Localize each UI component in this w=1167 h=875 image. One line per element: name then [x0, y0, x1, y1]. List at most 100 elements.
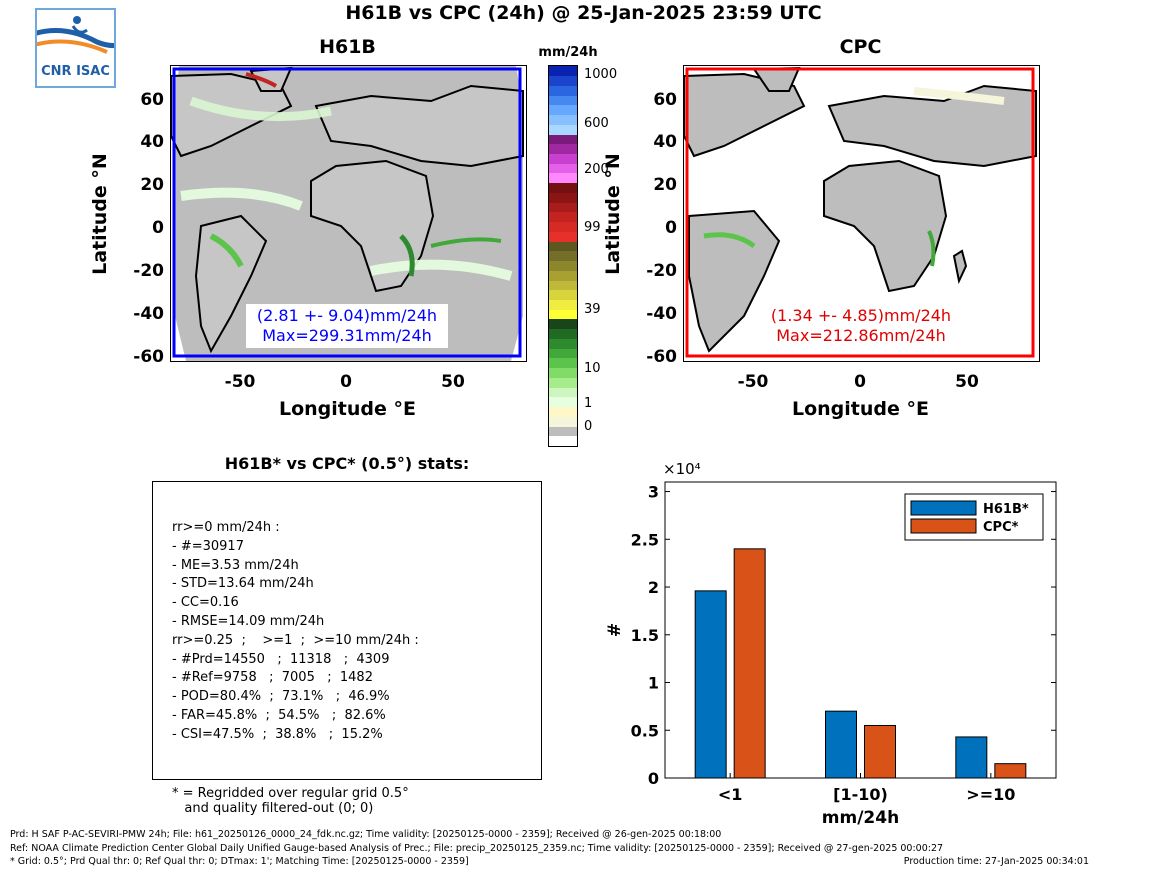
- colorbar-swatch: [549, 202, 577, 213]
- colorbar-swatch: [549, 192, 577, 203]
- bar-h61b: [694, 590, 727, 779]
- colorbar-swatch: [549, 241, 577, 252]
- stats-line: - #=30917: [172, 538, 244, 554]
- colorbar-swatch: [549, 231, 577, 242]
- footer-line3: * Grid: 0.5°; Prd Qual thr: 0; Ref Qual …: [10, 856, 469, 867]
- map-h61b-ytick: 20: [140, 175, 164, 195]
- x-tick-label: <1: [718, 785, 743, 804]
- colorbar-swatch: [549, 270, 577, 281]
- y-exponent-label: ×10⁴: [663, 460, 701, 478]
- colorbar-swatch: [549, 309, 577, 320]
- bar-cpc: [994, 763, 1027, 779]
- map-cpc-ytick: -60: [646, 347, 677, 367]
- colorbar-label: 200: [584, 162, 609, 177]
- colorbar-label: 99: [584, 220, 601, 235]
- logo-icon: [37, 16, 114, 54]
- x-tick-label: [1-10): [833, 785, 888, 804]
- colorbar-swatch: [549, 134, 577, 145]
- legend-swatch: [910, 518, 977, 534]
- x-axis-label: mm/24h: [822, 808, 899, 828]
- footer-production-time: Production time: 27-Jan-2025 00:34:01: [903, 856, 1089, 867]
- map-h61b-xlabel: Longitude °E: [279, 398, 416, 420]
- figure-title: H61B vs CPC (24h) @ 25-Jan-2025 23:59 UT…: [345, 2, 822, 24]
- cnr-isac-logo: CNR ISAC: [35, 8, 116, 88]
- map-cpc-xlabel: Longitude °E: [792, 398, 929, 420]
- colorbar-swatch: [549, 280, 577, 291]
- colorbar-swatch: [549, 329, 577, 339]
- stats-box: rr>=0 mm/24h : - #=30917 - ME=3.53 mm/24h -…: [152, 481, 542, 780]
- colorbar-swatch: [549, 358, 577, 369]
- colorbar-swatch: [549, 95, 577, 106]
- stats-line: rr>=0.25 ; >=1 ; >=10 mm/24h :: [172, 632, 419, 648]
- legend-swatch: [910, 500, 977, 516]
- colorbar-swatch: [549, 144, 577, 154]
- colorbar-label: 10: [584, 361, 601, 376]
- stats-line: - #Ref=9758 ; 7005 ; 1482: [172, 670, 373, 686]
- colorbar-label: 1000: [584, 67, 618, 82]
- colorbar-swatch: [549, 387, 577, 398]
- map-h61b-ytick: -60: [133, 347, 164, 367]
- map-cpc-xtick: 0: [854, 372, 866, 392]
- colorbar-unit: mm/24h: [538, 45, 598, 60]
- map-cpc-ytick: 40: [653, 132, 677, 152]
- map-h61b-ytick: 0: [152, 218, 164, 238]
- map-title-h61b: H61B: [319, 36, 376, 58]
- footer-line1: Prd: H SAF P-AC-SEVIRI-PMW 24h; File: h6…: [10, 829, 722, 840]
- colorbar-swatch: [549, 397, 577, 408]
- map-h61b-ytick: -40: [133, 304, 164, 324]
- map-cpc-ylabel: Latitude °N: [602, 153, 624, 275]
- map-h61b-ytick: 60: [140, 90, 164, 110]
- stats-line: - CSI=47.5% ; 38.8% ; 15.2%: [172, 726, 383, 742]
- map-h61b-svg: [171, 66, 526, 361]
- map-title-cpc: CPC: [839, 36, 882, 58]
- map-cpc-ytick: -20: [646, 261, 677, 281]
- logo-text: CNR ISAC: [41, 64, 110, 79]
- map-h61b-ytick: -20: [133, 261, 164, 281]
- colorbar-swatch: [549, 124, 577, 135]
- map-cpc: [683, 65, 1040, 362]
- map-cpc-stats-overlay: (1.34 +- 4.85)mm/24h Max=212.86mm/24h: [760, 304, 962, 348]
- footer-line2: Ref: NOAA Climate Prediction Center Glob…: [10, 843, 944, 854]
- stats-line: - POD=80.4% ; 73.1% ; 46.9%: [172, 689, 390, 705]
- colorbar-swatch: [549, 251, 577, 262]
- map-h61b-xtick: 0: [340, 372, 352, 392]
- stats-line: - ME=3.53 mm/24h: [172, 557, 299, 573]
- colorbar-label: 1: [584, 396, 593, 411]
- map-h61b-ytick: 40: [140, 132, 164, 152]
- colorbar-swatch: [549, 290, 577, 300]
- colorbar-swatch: [549, 76, 577, 86]
- bar-cpc: [864, 724, 896, 779]
- colorbar: [548, 65, 578, 447]
- map-cpc-ytick: 20: [653, 175, 677, 195]
- map-cpc-xtick: 50: [955, 372, 979, 392]
- stats-note-line2: and quality filtered-out (0; 0): [172, 801, 374, 816]
- colorbar-swatch: [549, 416, 577, 427]
- colorbar-swatch: [549, 222, 577, 232]
- y-axis-label: #: [605, 623, 625, 637]
- y-tick-label: 2: [648, 578, 659, 597]
- overlay-mean: (2.81 +- 9.04)mm/24h: [256, 306, 438, 325]
- stats-line: - STD=13.64 mm/24h: [172, 576, 314, 592]
- bar-h61b: [825, 710, 857, 779]
- map-h61b-xtick: -50: [224, 372, 256, 392]
- bar-h61b: [955, 736, 988, 779]
- y-tick-label: 2.5: [631, 530, 659, 549]
- bar-chart: 0 0.5 1 1.5 2 2.5 3×10⁴ <1 [1-10) >=10 mm/24h # H61B…: [605, 460, 1057, 828]
- stats-line: - RMSE=14.09 mm/24h: [172, 613, 325, 629]
- map-h61b-xtick: 50: [441, 372, 465, 392]
- map-cpc-ytick: 0: [665, 218, 677, 238]
- colorbar-swatch: [549, 183, 577, 193]
- y-tick-label: 0: [648, 769, 659, 788]
- stats-line: - #Prd=14550 ; 11318 ; 4309: [172, 651, 390, 667]
- colorbar-swatch: [549, 115, 577, 125]
- colorbar-swatch: [549, 85, 577, 96]
- map-h61b: [170, 65, 527, 362]
- colorbar-swatch: [549, 212, 577, 223]
- y-tick-label: 1.5: [631, 626, 659, 645]
- colorbar-swatch: [549, 368, 577, 378]
- bar-cpc: [733, 548, 766, 779]
- map-cpc-xtick: -50: [737, 372, 769, 392]
- colorbar-swatch: [549, 436, 577, 446]
- colorbar-swatch: [549, 163, 577, 174]
- colorbar-swatch: [549, 66, 577, 77]
